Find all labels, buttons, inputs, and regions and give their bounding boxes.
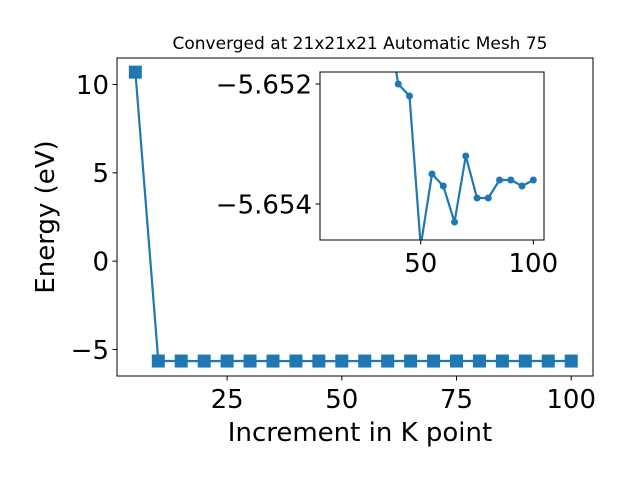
main-axes-frame (116, 57, 594, 377)
y-axis-label: Energy (eV) (31, 140, 61, 293)
inset-series (394, 72, 537, 240)
main-y-tick-label: 5 (92, 159, 109, 189)
main-series (128, 65, 578, 368)
inset-x-tick-label: 50 (404, 249, 437, 279)
inset-data-point (518, 182, 526, 190)
main-y-tick-label: 10 (76, 71, 109, 101)
main-data-point (128, 65, 142, 79)
main-data-point (174, 354, 188, 368)
inset-data-point (451, 218, 459, 226)
main-data-point (450, 354, 464, 368)
main-plot: 25 50 75 100 −5 0 5 10 Converged at 21x21x21 A… (31, 34, 596, 448)
main-data-point (289, 354, 303, 368)
main-x-ticks: 25 50 75 100 (211, 376, 596, 415)
main-data-point (564, 354, 578, 368)
main-data-point (312, 354, 326, 368)
main-data-point (266, 354, 280, 368)
inset-background (320, 72, 544, 240)
main-y-tick-label: −5 (71, 336, 109, 366)
inset-data-point (428, 170, 436, 178)
main-data-point (358, 354, 372, 368)
main-y-ticks: −5 0 5 10 (71, 71, 117, 366)
main-data-point (427, 354, 441, 368)
main-x-tick-label: 75 (440, 385, 473, 415)
main-data-point (495, 354, 509, 368)
inset-y-tick-label: −5.654 (216, 190, 312, 220)
inset-y-ticks: −5.654 −5.652 (216, 70, 320, 220)
inset-data-point (439, 182, 447, 190)
main-data-point (151, 354, 165, 368)
inset-plot: 50 100 −5.654 −5.652 (216, 70, 558, 279)
inset-data-point (462, 152, 470, 160)
inset-y-tick-label: −5.652 (216, 70, 312, 100)
inset-axes-frame (319, 71, 545, 241)
main-data-point (404, 354, 418, 368)
inset-x-ticks: 50 100 (404, 240, 558, 279)
main-data-point (220, 354, 234, 368)
inset-data-point (484, 194, 492, 202)
main-data-point (335, 354, 349, 368)
main-data-point (197, 354, 211, 368)
main-data-point (518, 354, 532, 368)
main-data-point (472, 354, 486, 368)
inset-data-point (496, 176, 504, 184)
chart-title: Converged at 21x21x21 Automatic Mesh 75 (173, 34, 548, 54)
main-data-point (381, 354, 395, 368)
main-x-tick-label: 100 (546, 385, 596, 415)
main-y-tick-label: 0 (92, 248, 109, 278)
inset-data-point (529, 176, 537, 184)
main-x-tick-label: 25 (211, 385, 244, 415)
x-axis-label: Increment in K point (228, 418, 492, 448)
main-data-point (541, 354, 555, 368)
inset-data-point (405, 92, 413, 100)
inset-data-point (473, 194, 481, 202)
main-data-point (243, 354, 257, 368)
main-x-tick-label: 50 (325, 385, 358, 415)
inset-data-point (507, 176, 515, 184)
inset-data-point (394, 80, 402, 88)
inset-x-tick-label: 100 (508, 249, 558, 279)
